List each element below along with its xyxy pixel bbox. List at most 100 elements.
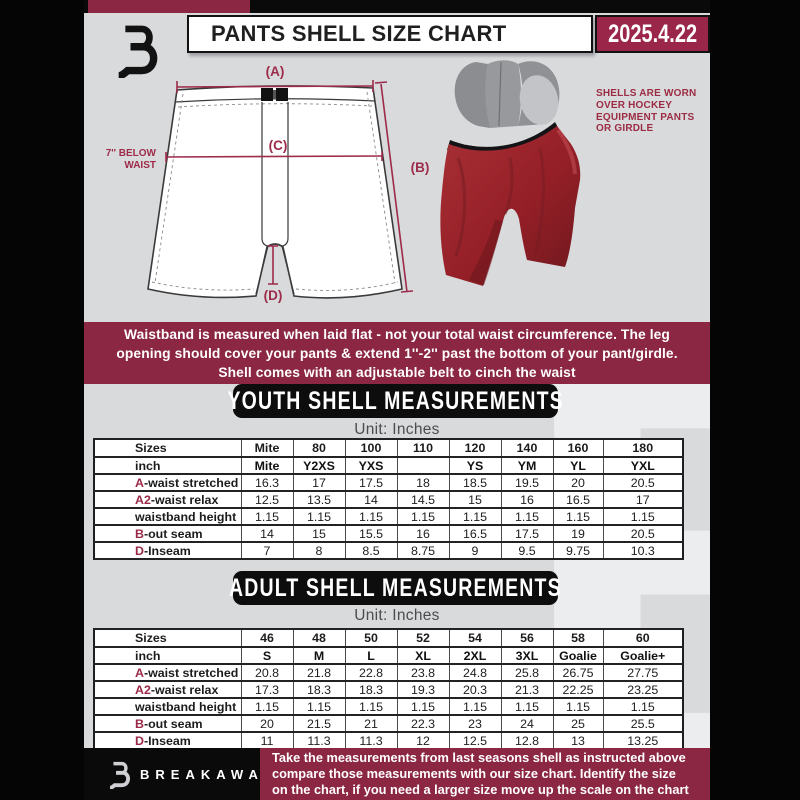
size-value-cell: 25.8: [500, 663, 554, 682]
size-value-cell: 23: [448, 714, 502, 733]
size-value-cell: 18.5: [448, 473, 502, 492]
banner-line: opening should cover your pants & extend…: [116, 345, 678, 361]
size-value-cell: 13.5: [292, 490, 346, 509]
footer-instructions: Take the measurements from last seasons …: [260, 748, 710, 800]
below-waist-note-line2: WAIST: [124, 160, 156, 171]
youth-size-table: Sizes Mite 80 100 110 120 140 160 180 inch Mite Y2X…: [93, 438, 684, 560]
banner-line: Waistband is measured when laid flat - n…: [124, 326, 670, 342]
row-label: B-out seam: [93, 524, 242, 543]
size-value-cell: 21.5: [292, 714, 346, 733]
column-header: 100: [344, 438, 398, 458]
row-label-prefix: A: [135, 665, 144, 680]
shorts-measurement-diagram: (A) (C) (B) (D) 7'' BELOW WAIST: [98, 60, 442, 312]
size-value-cell: YXS: [344, 456, 398, 475]
column-header: Sizes: [93, 628, 242, 648]
size-value-cell: 14: [344, 490, 398, 509]
size-value-cell: 22.25: [552, 680, 604, 699]
date-badge: 2025.4.22: [595, 15, 710, 53]
size-value-cell: 15.5: [344, 524, 398, 543]
size-value-cell: 2XL: [448, 646, 502, 665]
size-value-cell: 1.15: [552, 697, 604, 716]
size-value-cell: 1.15: [240, 507, 294, 526]
size-value-cell: 16.3: [240, 473, 294, 492]
size-value-cell: YL: [552, 456, 604, 475]
size-value-cell: 1.15: [448, 697, 502, 716]
size-value-cell: YXL: [602, 456, 684, 475]
size-value-cell: 8.75: [396, 541, 450, 560]
table-row: B-out seam 20 21.5 21 22.3 23 24 25 25.5: [93, 714, 684, 733]
footer-line: Take the measurements from last seasons …: [272, 750, 686, 765]
size-value-cell: 16: [500, 490, 554, 509]
table-row: waistband height 1.15 1.15 1.15 1.15 1.15 1.15…: [93, 697, 684, 716]
page-title: PANTS SHELL SIZE CHART: [211, 21, 507, 46]
row-label: B-out seam: [93, 714, 242, 733]
row-label: A-waist stretched: [93, 663, 242, 682]
label-C: (C): [269, 138, 288, 153]
size-value-cell: 8.5: [344, 541, 398, 560]
size-value-cell: 15: [448, 490, 502, 509]
row-label-prefix: D: [135, 543, 144, 558]
size-value-cell: 25: [552, 714, 604, 733]
size-value-cell: 1.15: [602, 697, 684, 716]
size-value-cell: 16: [396, 524, 450, 543]
row-label-prefix: B: [135, 526, 144, 541]
size-value-cell: 16.5: [552, 490, 604, 509]
shell-product-photo: [438, 56, 603, 311]
photo-note: SHELLS ARE WORN OVER HOCKEY EQUIPMENT PANT…: [596, 88, 708, 135]
size-value-cell: 25.5: [602, 714, 684, 733]
column-header: 52: [396, 628, 450, 648]
size-value-cell: 21.8: [292, 663, 346, 682]
size-value-cell: 19.5: [500, 473, 554, 492]
size-value-cell: 1.15: [396, 697, 450, 716]
column-header: 46: [240, 628, 294, 648]
size-value-cell: 1.15: [240, 697, 294, 716]
youth-section-title: YOUTH SHELL MEASUREMENTS: [227, 386, 564, 415]
size-value-cell: 20.5: [602, 473, 684, 492]
column-header: 54: [448, 628, 502, 648]
adult-size-table: Sizes 46 48 50 52 54 56 58 60 inch S M L XL 2XL 3XL Goal…: [93, 628, 684, 750]
table-header-row: Sizes Mite 80 100 110 120 140 160 180: [93, 438, 684, 458]
table-header-row: Sizes 46 48 50 52 54 56 58 60: [93, 628, 684, 648]
size-value-cell: 21: [344, 714, 398, 733]
size-value-cell: 14: [240, 524, 294, 543]
size-value-cell: [396, 456, 450, 475]
table-row: inch Mite Y2XS YXS YS YM YL YXL: [93, 456, 684, 475]
size-value-cell: 16.5: [448, 524, 502, 543]
red-shell: [440, 126, 581, 286]
row-label-prefix: A2: [135, 682, 151, 697]
size-value-cell: 21.3: [500, 680, 554, 699]
size-value-cell: Goalie: [552, 646, 604, 665]
size-value-cell: 11.3: [292, 731, 346, 750]
row-label: inch: [93, 456, 242, 475]
row-label: waistband height: [93, 507, 242, 526]
row-label: D-Inseam: [93, 731, 242, 750]
label-A: (A): [266, 64, 285, 79]
size-value-cell: 1.15: [344, 507, 398, 526]
row-label: inch: [93, 646, 242, 665]
brand-logo-icon: [112, 20, 164, 78]
table-row: A2-waist relax 12.5 13.5 14 14.5 15 16 16.5 17: [93, 490, 684, 509]
column-header: Sizes: [93, 438, 242, 458]
footer-brand-logo-icon: [108, 759, 132, 789]
column-header: 160: [552, 438, 604, 458]
row-label-prefix: A: [135, 475, 144, 490]
size-value-cell: L: [344, 646, 398, 665]
column-header: 48: [292, 628, 346, 648]
size-value-cell: 7: [240, 541, 294, 560]
size-value-cell: 20.5: [602, 524, 684, 543]
size-value-cell: 14.5: [396, 490, 450, 509]
size-value-cell: 12.8: [500, 731, 554, 750]
size-value-cell: 22.8: [344, 663, 398, 682]
size-value-cell: 22.3: [396, 714, 450, 733]
size-value-cell: 17.5: [344, 473, 398, 492]
size-value-cell: 17: [602, 490, 684, 509]
size-value-cell: 1.15: [344, 697, 398, 716]
size-value-cell: 18: [396, 473, 450, 492]
size-value-cell: 9: [448, 541, 502, 560]
photo-note-line: OR GIRDLE: [596, 123, 654, 135]
size-value-cell: 8: [292, 541, 346, 560]
size-value-cell: 1.15: [292, 697, 346, 716]
row-label: A-waist stretched: [93, 473, 242, 492]
table-row: A-waist stretched 20.8 21.8 22.8 23.8 24.8 25.…: [93, 663, 684, 682]
photo-note-line: OVER HOCKEY: [596, 99, 673, 111]
